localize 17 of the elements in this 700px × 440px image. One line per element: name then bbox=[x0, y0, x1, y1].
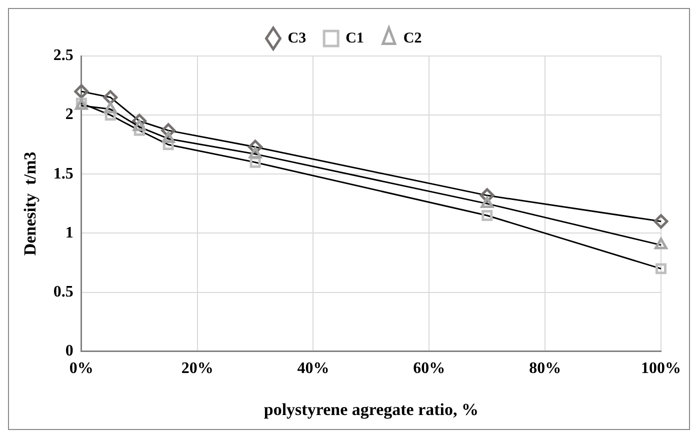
y-tick-label: 0 bbox=[65, 342, 74, 360]
x-tick-label: 80% bbox=[529, 360, 562, 378]
y-tick-label: 1 bbox=[65, 224, 74, 242]
x-tick-label: 100% bbox=[641, 360, 681, 378]
y-tick-label: 2.5 bbox=[53, 47, 74, 64]
y-tick-label: 1.5 bbox=[53, 165, 74, 182]
y-tick-label: 2 bbox=[65, 106, 74, 124]
y-tick-label: 0.5 bbox=[53, 283, 74, 300]
x-tick-label: 0% bbox=[69, 360, 94, 378]
x-axis-title: polystyrene agregate ratio, % bbox=[264, 400, 479, 420]
x-tick-label: 40% bbox=[297, 360, 330, 378]
x-tick-label: 60% bbox=[413, 360, 446, 378]
legend-label: C2 bbox=[403, 30, 422, 46]
y-axis-title: Denesity t/m3 bbox=[20, 152, 40, 256]
legend-label: C1 bbox=[346, 30, 364, 46]
x-tick-label: 20% bbox=[181, 360, 214, 378]
legend-label: C3 bbox=[288, 30, 306, 46]
